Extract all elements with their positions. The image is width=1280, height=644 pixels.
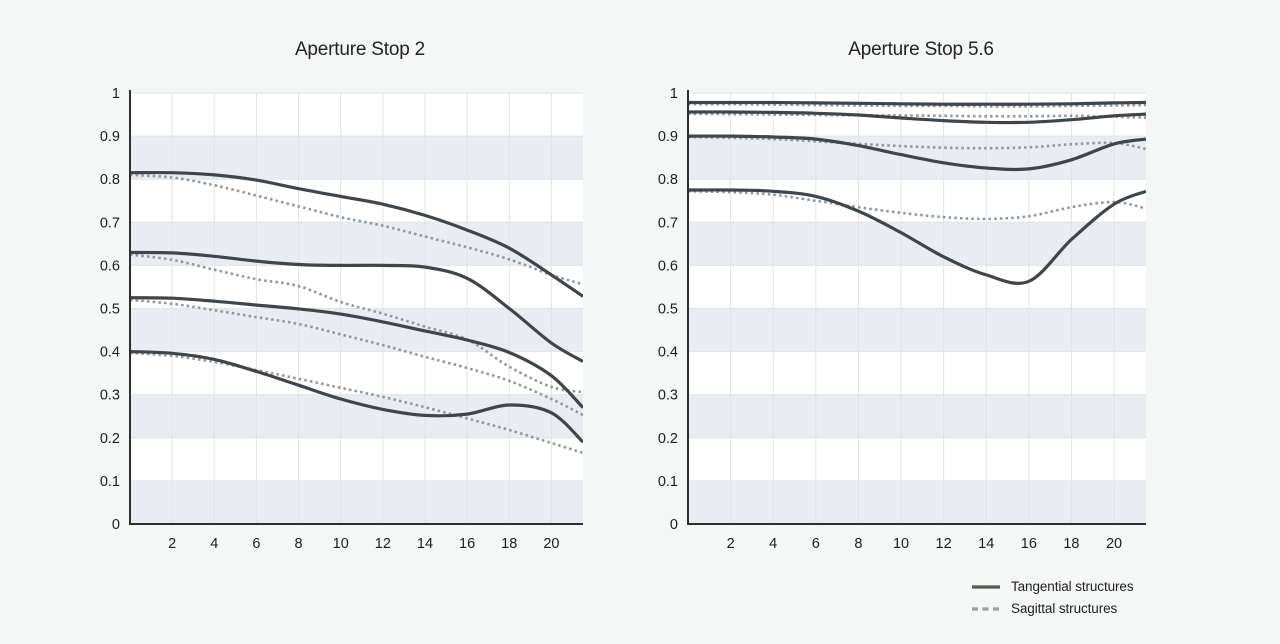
y-tick-label: 0.3	[658, 388, 678, 404]
shaded-band	[130, 480, 583, 524]
x-tick-label: 6	[812, 536, 820, 552]
sagittal-curve	[688, 135, 1146, 151]
x-tick-label: 14	[417, 536, 433, 552]
y-tick-label: 0.2	[658, 431, 678, 447]
x-tick-label: 18	[501, 536, 517, 552]
tangential-curve	[130, 296, 583, 409]
y-tick-label: 0.1	[658, 474, 678, 490]
y-tick-label: 0.9	[658, 129, 678, 145]
y-tick-label: 0.2	[100, 431, 120, 447]
y-tick-label: 0.9	[100, 129, 120, 145]
tangential-curve	[130, 170, 583, 298]
tangential-line-swatch	[972, 584, 1000, 589]
y-tick-label: 0.6	[658, 258, 678, 274]
x-tick-label: 20	[543, 536, 559, 552]
y-tick-label: 0.8	[658, 172, 678, 188]
tangential-curve	[688, 134, 1146, 172]
x-tick-label: 8	[295, 536, 303, 552]
x-tick-label: 16	[459, 536, 475, 552]
y-tick-label: 1	[670, 86, 678, 102]
tangential-curve	[130, 350, 583, 444]
x-tick-label: 6	[252, 536, 260, 552]
sagittal-curve	[130, 351, 583, 455]
tangential-curve	[688, 110, 1146, 125]
x-tick-label: 4	[210, 536, 218, 552]
y-tick-label: 0.1	[100, 474, 120, 490]
x-tick-label: 2	[168, 536, 176, 552]
y-tick-label: 0.5	[658, 302, 678, 318]
x-tick-label: 12	[375, 536, 391, 552]
sagittal-curve	[130, 298, 583, 417]
legend-label-sagittal: Sagittal structures	[1011, 601, 1118, 616]
legend: Tangential structures Sagittal structure…	[971, 578, 1134, 617]
y-tick-label: 0	[670, 517, 678, 533]
tangential-curve	[688, 100, 1146, 106]
x-tick-label: 14	[978, 536, 994, 552]
legend-label-tangential: Tangential structures	[1011, 579, 1134, 594]
x-tick-label: 4	[769, 536, 777, 552]
y-tick-label: 1	[112, 86, 120, 102]
sagittal-curve	[688, 190, 1146, 221]
tangential-curve	[130, 250, 583, 363]
shaded-band	[688, 308, 1146, 352]
x-tick-label: 20	[1106, 536, 1122, 552]
shaded-band	[688, 394, 1146, 438]
sagittal-curve	[688, 102, 1146, 108]
x-tick-label: 2	[727, 536, 735, 552]
plot-aperture-stop-5-6: 00.10.20.30.40.50.60.70.80.912 4 6 8 10 12 14 1…	[658, 86, 1146, 552]
y-tick-label: 0.4	[658, 345, 678, 361]
y-tick-label: 0.7	[658, 215, 678, 231]
x-tick-label: 10	[893, 536, 909, 552]
sagittal-dashed-line-swatch	[972, 606, 1000, 611]
shaded-band	[130, 222, 583, 266]
y-tick-label: 0.6	[100, 258, 120, 274]
sagittal-curve	[130, 173, 583, 286]
tangential-curve	[688, 188, 1146, 285]
chart-title-right: Aperture Stop 5.6	[848, 39, 994, 60]
y-tick-label: 0.5	[100, 302, 120, 318]
y-tick-label: 0.3	[100, 388, 120, 404]
legend-item-sagittal: Sagittal structures	[971, 600, 1133, 617]
y-tick-label: 0.7	[100, 215, 120, 231]
y-tick-label: 0	[112, 517, 120, 533]
x-tick-label: 8	[854, 536, 862, 552]
shaded-band	[688, 222, 1146, 266]
plot-aperture-stop-2: 00.10.20.30.40.50.60.70.80.912 4 6 8 10 12 14 1…	[100, 86, 583, 552]
chart-title-left: Aperture Stop 2	[295, 39, 425, 60]
sagittal-curve	[688, 112, 1146, 119]
x-tick-label: 12	[936, 536, 952, 552]
shaded-band	[688, 480, 1146, 524]
y-tick-label: 0.8	[100, 172, 120, 188]
legend-item-tangential: Tangential structures	[971, 578, 1134, 595]
x-tick-label: 16	[1021, 536, 1037, 552]
shaded-band	[130, 136, 583, 180]
x-tick-label: 18	[1063, 536, 1079, 552]
y-tick-label: 0.4	[100, 345, 120, 361]
sagittal-curve	[130, 253, 583, 394]
x-tick-label: 10	[333, 536, 349, 552]
